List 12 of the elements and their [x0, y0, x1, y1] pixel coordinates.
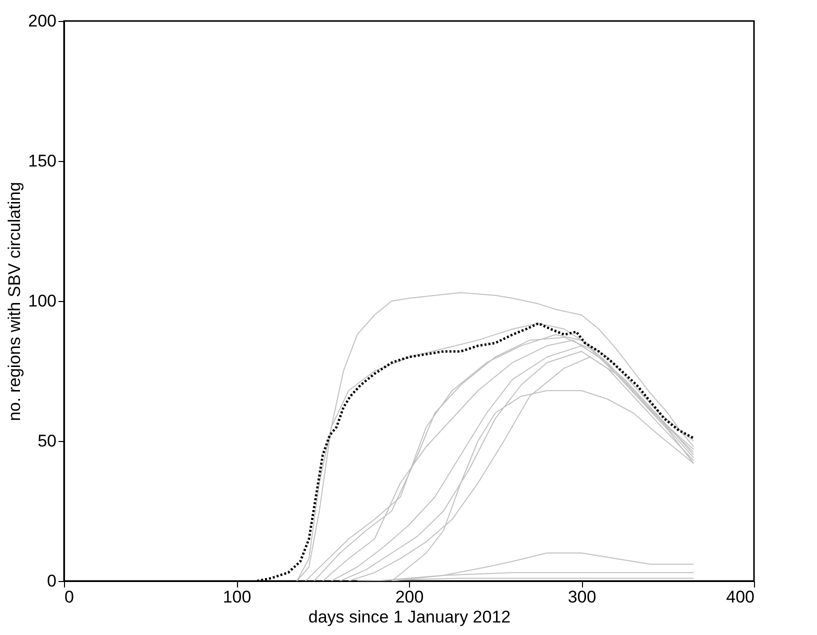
x-tick-label: 200 — [395, 588, 424, 606]
x-axis-title: days since 1 January 2012 — [308, 608, 511, 626]
x-tick-label: 100 — [222, 588, 252, 606]
y-tick-label: 150 — [28, 152, 56, 170]
y-axis-title: no. regions with SBV circulating — [5, 182, 24, 422]
x-tick-label: 300 — [568, 588, 596, 606]
y-tick-label: 200 — [28, 12, 56, 30]
y-tick-label: 100 — [28, 292, 56, 310]
x-tick-label: 0 — [64, 588, 74, 606]
x-tick-label: 400 — [726, 588, 754, 606]
y-tick-label: 50 — [38, 432, 56, 450]
y-tick-label: 0 — [47, 572, 56, 590]
